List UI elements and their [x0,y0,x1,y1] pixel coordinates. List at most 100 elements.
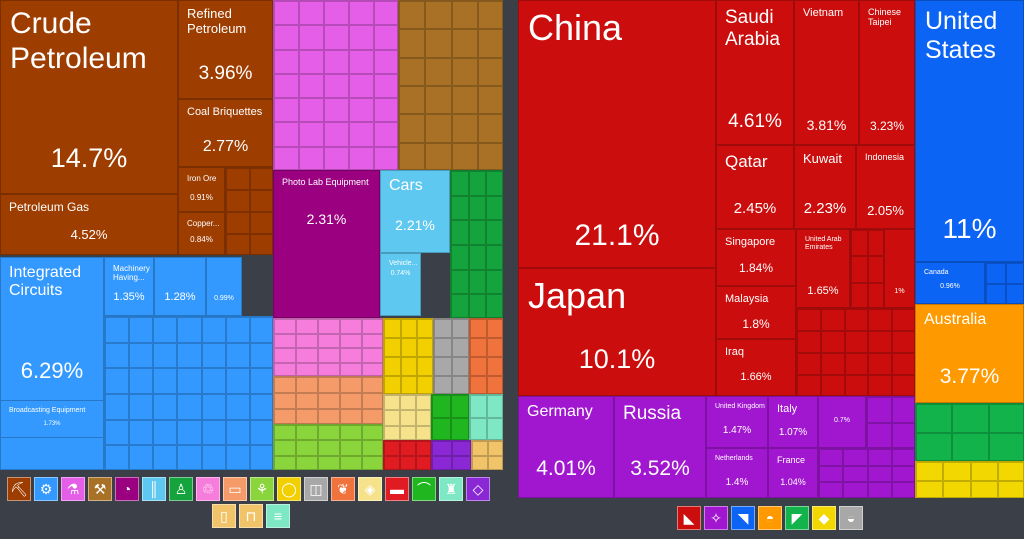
treemap-cell-item-9[interactable]: 0.99% [206,257,242,316]
small-tile[interactable] [472,456,488,469]
small-tile[interactable] [384,425,400,439]
small-tile[interactable] [274,440,296,456]
small-tile[interactable] [362,440,382,456]
small-tile[interactable] [451,395,468,418]
treemap-cell-crude-petroleum[interactable]: Crude Petroleum 14.7% [0,0,178,194]
weapons-icon[interactable]: ▬ [385,477,409,501]
small-tile[interactable] [400,338,418,357]
small-tile[interactable] [477,29,502,58]
other-region-icon[interactable]: ◒ [839,506,863,530]
small-tile[interactable] [417,338,432,357]
small-tile[interactable] [177,317,202,343]
instruments-icon[interactable]: ◔ [115,477,139,501]
small-tile[interactable] [324,49,349,74]
small-tile[interactable] [819,482,844,497]
small-tile[interactable] [470,338,487,357]
small-tile[interactable] [274,348,296,363]
mineral-products-icon[interactable]: ◈ [358,477,382,501]
small-tile[interactable] [384,395,400,411]
oceania-icon[interactable]: ◓ [758,506,782,530]
small-tile[interactable] [201,368,226,394]
small-tile[interactable] [399,57,426,86]
small-tile[interactable] [105,394,130,420]
small-tile[interactable] [349,73,374,99]
small-tile[interactable] [916,433,953,460]
treemap-cell-petroleum-gas[interactable]: Petroleum Gas 4.52% [0,194,178,255]
small-tile[interactable] [868,256,883,283]
small-tile[interactable] [318,393,340,409]
small-tile[interactable] [867,465,892,483]
small-tile[interactable] [318,319,340,334]
small-tile[interactable] [274,319,296,334]
plastics-icon[interactable]: ♲ [196,477,220,501]
treemap-cell-qatar[interactable]: Qatar 2.45% [716,145,794,229]
small-tile[interactable] [891,465,914,483]
treemap-cell-refined-petroleum[interactable]: Refined Petroleum 3.96% [178,0,273,99]
transportation-icon[interactable]: ║ [142,477,166,501]
small-tile[interactable] [249,419,272,446]
small-tile[interactable] [868,375,893,395]
small-tile[interactable] [225,419,250,446]
small-tile[interactable] [916,462,944,481]
small-tile[interactable] [451,245,469,270]
small-tile[interactable] [470,418,487,439]
small-tile[interactable] [105,368,130,394]
small-tile[interactable] [153,317,178,343]
small-tile[interactable] [400,319,418,338]
small-tile[interactable] [470,376,487,393]
small-tile[interactable] [340,333,362,348]
treemap-cell-germany[interactable]: Germany 4.01% [518,396,614,498]
small-tile[interactable] [362,319,382,334]
small-tile[interactable] [487,338,502,357]
small-tile[interactable] [477,114,502,143]
asia-icon[interactable]: ◣ [677,506,701,530]
small-tile[interactable] [318,409,340,423]
small-tile[interactable] [274,122,299,147]
small-tile[interactable] [470,357,487,376]
treemap-cell-indonesia[interactable]: Indonesia 2.05% [856,145,915,229]
small-tile[interactable] [451,1,478,30]
small-tile[interactable] [819,449,844,466]
small-tile[interactable] [844,309,869,331]
small-tile[interactable] [399,142,426,169]
small-tile[interactable] [417,376,432,393]
small-tile[interactable] [970,462,998,481]
small-tile[interactable] [153,445,178,469]
small-tile[interactable] [400,456,416,469]
small-tile[interactable] [374,1,397,26]
small-tile[interactable] [177,394,202,420]
small-tile[interactable] [844,331,869,353]
small-tile[interactable] [425,86,452,115]
small-tile[interactable] [349,146,374,169]
arts-antiques-icon[interactable]: ⊓ [239,504,263,528]
small-tile[interactable] [340,393,362,409]
small-tile[interactable] [843,449,868,466]
small-tile[interactable] [486,220,502,245]
small-tile[interactable] [452,357,468,376]
small-tile[interactable] [274,146,299,169]
treemap-cell-italy[interactable]: Italy 1.07% [768,396,818,448]
europe-icon[interactable]: ✧ [704,506,728,530]
small-tile[interactable] [340,348,362,363]
small-tile[interactable] [451,142,478,169]
small-tile[interactable] [274,333,296,348]
small-tile[interactable] [400,376,418,393]
small-tile[interactable] [432,441,452,456]
treemap-cell-chinese-taipei[interactable]: Chinese Taipei 3.23% [859,0,915,145]
treemap-cell-china[interactable]: China 21.1% [518,0,716,268]
small-tile[interactable] [468,195,487,221]
small-tile[interactable] [225,368,250,394]
small-tile[interactable] [452,441,470,456]
small-tile[interactable] [177,419,202,446]
small-tile[interactable] [487,418,502,439]
furniture-icon[interactable]: ▭ [223,477,247,501]
small-tile[interactable] [399,86,426,115]
small-tile[interactable] [201,317,226,343]
small-tile[interactable] [986,284,1006,303]
small-tile[interactable] [432,456,452,469]
small-tile[interactable] [868,309,893,331]
small-tile[interactable] [362,333,382,348]
small-tile[interactable] [434,357,452,376]
small-tile[interactable] [452,456,470,469]
small-tile[interactable] [274,409,296,423]
